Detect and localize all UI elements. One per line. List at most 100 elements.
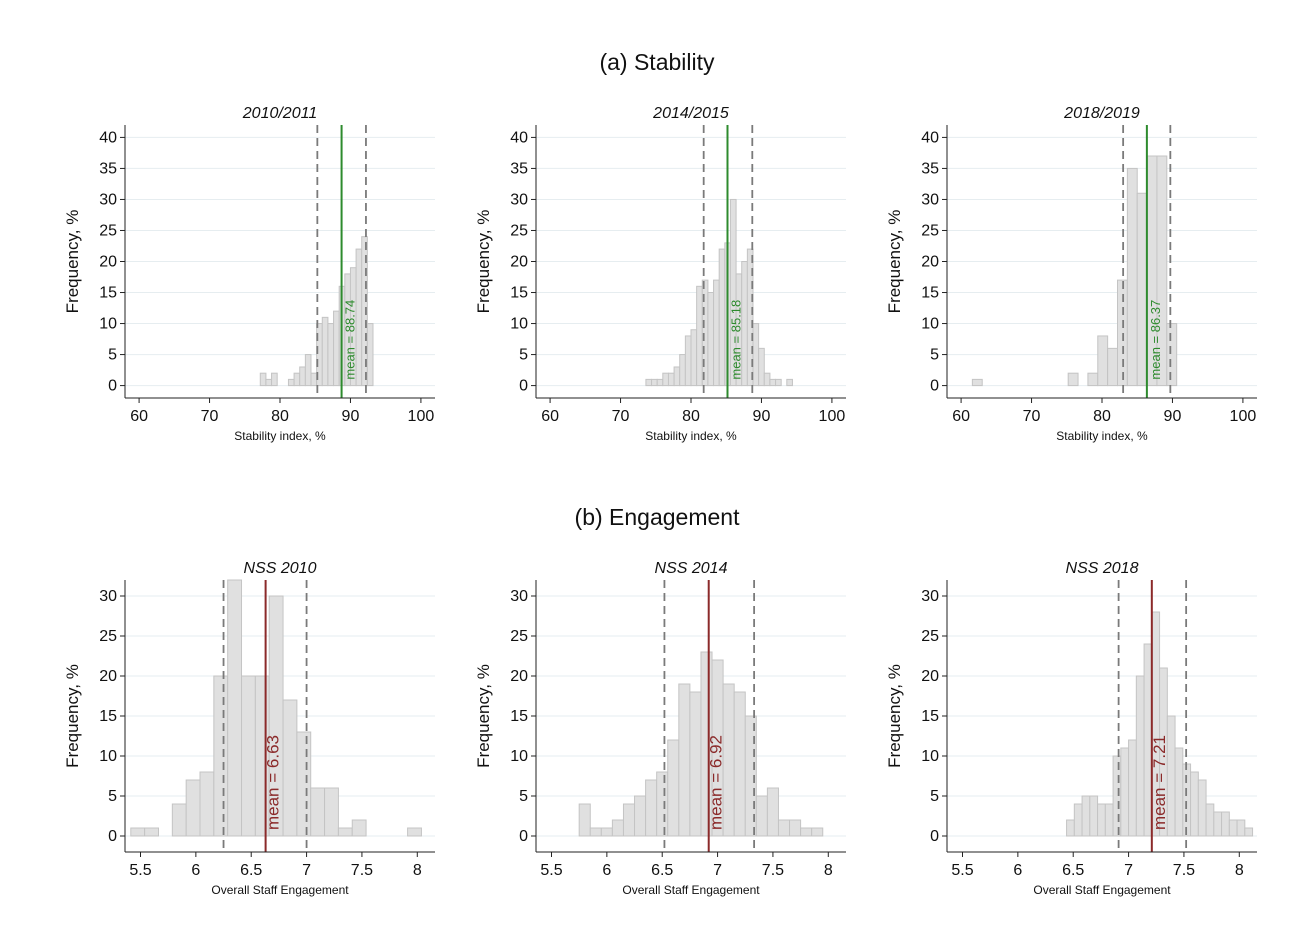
histogram-bar bbox=[763, 372, 771, 387]
histogram-bar bbox=[310, 787, 326, 837]
histogram-bar bbox=[667, 739, 680, 837]
histogram-bar bbox=[407, 827, 422, 837]
histogram-bar bbox=[361, 236, 368, 387]
y-tick-label: 10 bbox=[99, 748, 117, 765]
histogram-bar bbox=[1190, 771, 1199, 837]
y-tick-label: 15 bbox=[510, 285, 528, 302]
x-tick-label: 6.5 bbox=[240, 862, 262, 879]
histogram-bar bbox=[766, 787, 779, 837]
y-tick-label: 0 bbox=[108, 828, 117, 845]
histogram-bar bbox=[296, 731, 312, 837]
y-tick-label: 35 bbox=[921, 160, 939, 177]
mean-label: mean = 86.37 bbox=[1148, 300, 1163, 380]
y-tick-label: 15 bbox=[99, 708, 117, 725]
histogram-bar bbox=[656, 771, 669, 837]
histogram-bar bbox=[1073, 803, 1083, 837]
histogram-bar bbox=[1128, 739, 1137, 837]
histogram-bar bbox=[1236, 819, 1246, 837]
y-tick-label: 40 bbox=[99, 129, 117, 146]
x-tick-label: 7.5 bbox=[351, 862, 373, 879]
y-tick-label: 0 bbox=[930, 378, 939, 395]
histogram-bar bbox=[310, 372, 318, 387]
y-tick-label: 10 bbox=[99, 316, 117, 333]
histogram-bar bbox=[1081, 795, 1091, 837]
y-tick-label: 15 bbox=[921, 285, 939, 302]
y-tick-label: 5 bbox=[108, 788, 117, 805]
histogram-bar bbox=[656, 378, 664, 387]
y-tick-label: 5 bbox=[519, 788, 528, 805]
y-tick-label: 25 bbox=[99, 628, 117, 645]
y-tick-label: 0 bbox=[108, 378, 117, 395]
y-tick-label: 20 bbox=[510, 668, 528, 685]
histogram-bar bbox=[199, 771, 215, 837]
histogram-bar bbox=[800, 827, 813, 837]
x-tick-label: 6.5 bbox=[651, 862, 673, 879]
histogram-bar bbox=[130, 827, 146, 837]
histogram-bar bbox=[1097, 803, 1106, 837]
y-tick-label: 30 bbox=[99, 191, 117, 208]
y-tick-label: 10 bbox=[510, 316, 528, 333]
y-tick-label: 15 bbox=[921, 708, 939, 725]
histogram-bar bbox=[1228, 819, 1238, 837]
x-tick-label: 6 bbox=[191, 862, 200, 879]
histogram-bar bbox=[667, 372, 675, 387]
y-tick-label: 10 bbox=[921, 748, 939, 765]
histogram-bar bbox=[684, 335, 692, 387]
x-axis-label: Stability index, % bbox=[645, 429, 737, 443]
histogram-engagement-nss-2014: mean = 6.92 0 5 10 15 20 25 30 5.5 6 6.5 7 7.5 8 NSS 2… bbox=[474, 560, 846, 897]
y-tick-label: 35 bbox=[99, 160, 117, 177]
x-tick-label: 7 bbox=[713, 862, 722, 879]
y-tick-label: 5 bbox=[930, 347, 939, 364]
histogram-bar bbox=[622, 803, 636, 837]
x-tick-label: 70 bbox=[612, 408, 630, 425]
y-axis-label: Frequency, % bbox=[474, 210, 493, 314]
histogram-bar bbox=[1166, 323, 1178, 387]
histogram-bar bbox=[713, 279, 720, 387]
x-tick-label: 6.5 bbox=[1062, 862, 1084, 879]
y-tick-label: 5 bbox=[108, 347, 117, 364]
y-axis-label: Frequency, % bbox=[474, 664, 493, 768]
x-axis-label: Stability index, % bbox=[234, 429, 326, 443]
histogram-bar bbox=[1089, 795, 1099, 837]
histogram-bar bbox=[971, 378, 983, 387]
x-tick-label: 100 bbox=[408, 408, 435, 425]
x-tick-label: 60 bbox=[541, 408, 559, 425]
x-tick-label: 8 bbox=[824, 862, 833, 879]
x-tick-label: 90 bbox=[753, 408, 771, 425]
histogram-bar bbox=[758, 347, 765, 387]
y-axis-label: Frequency, % bbox=[885, 210, 904, 314]
mean-label: mean = 88.74 bbox=[343, 300, 358, 380]
panel-title: 2014/2015 bbox=[652, 105, 729, 122]
histogram-bar bbox=[1182, 763, 1192, 837]
mean-label: mean = 6.63 bbox=[264, 735, 283, 830]
x-tick-label: 7 bbox=[1124, 862, 1133, 879]
histogram-bar bbox=[578, 803, 591, 837]
histogram-bar bbox=[811, 827, 824, 837]
y-tick-label: 30 bbox=[921, 191, 939, 208]
histogram-bar bbox=[1097, 335, 1109, 387]
x-tick-label: 90 bbox=[1164, 408, 1182, 425]
y-axis-label: Frequency, % bbox=[885, 664, 904, 768]
histogram-bar bbox=[789, 819, 802, 837]
x-tick-label: 7.5 bbox=[1173, 862, 1195, 879]
histogram-bar bbox=[1136, 192, 1148, 387]
histogram-bar bbox=[1107, 347, 1118, 387]
histogram-bar bbox=[366, 323, 374, 387]
panel-title: NSS 2018 bbox=[1066, 560, 1139, 577]
histogram-bar bbox=[746, 248, 754, 387]
y-tick-label: 25 bbox=[99, 222, 117, 239]
histogram-bar bbox=[645, 378, 653, 387]
y-tick-label: 20 bbox=[99, 668, 117, 685]
y-tick-label: 15 bbox=[510, 708, 528, 725]
x-axis-label: Stability index, % bbox=[1056, 429, 1148, 443]
histogram-bar bbox=[645, 779, 658, 837]
histogram-bar bbox=[287, 378, 295, 387]
y-tick-label: 25 bbox=[921, 628, 939, 645]
histogram-bar bbox=[1213, 811, 1223, 837]
histogram-bar bbox=[227, 579, 243, 837]
x-tick-label: 80 bbox=[271, 408, 289, 425]
x-tick-label: 90 bbox=[342, 408, 360, 425]
x-tick-label: 5.5 bbox=[951, 862, 973, 879]
histogram-bar bbox=[299, 366, 306, 387]
